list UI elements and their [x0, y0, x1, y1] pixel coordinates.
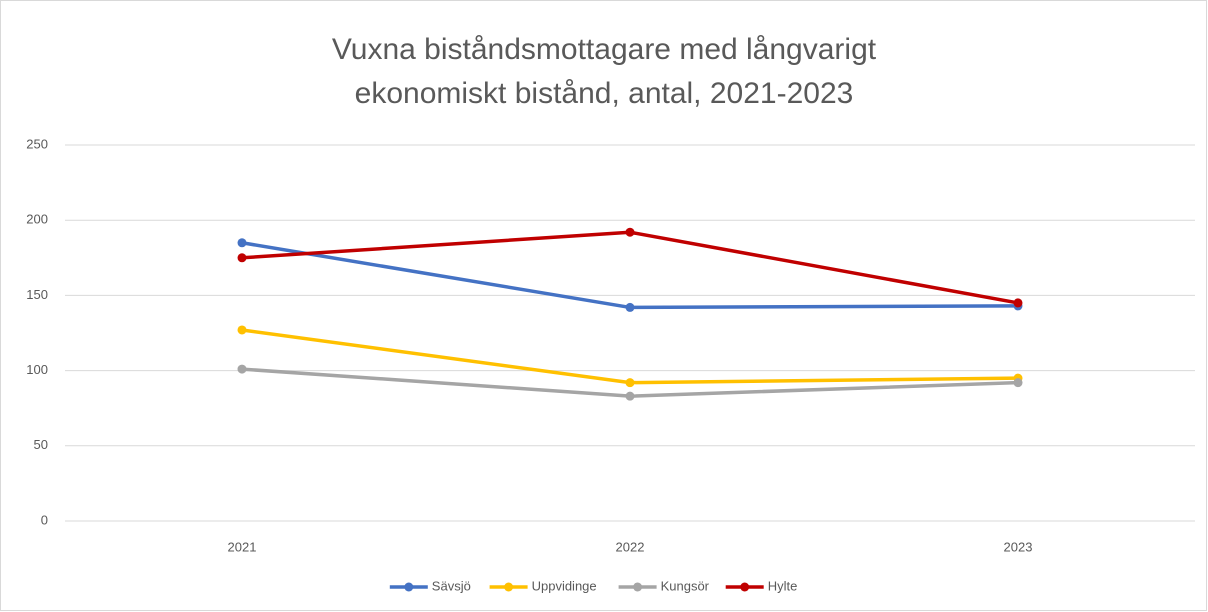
legend-marker [633, 582, 643, 592]
x-tick-label: 2023 [1004, 539, 1033, 554]
chart-title: Vuxna biståndsmottagare med långvarigt e… [331, 33, 877, 110]
y-tick-label: 50 [34, 437, 48, 452]
data-point [237, 364, 247, 374]
data-point [1013, 298, 1023, 308]
x-tick-label: 2021 [228, 539, 257, 554]
data-point [237, 238, 247, 248]
data-point [1013, 378, 1023, 388]
x-tick-label: 2022 [616, 539, 645, 554]
legend-label: Kungsör [661, 578, 710, 593]
legend-label: Sävsjö [432, 578, 471, 593]
y-tick-label: 100 [26, 362, 48, 377]
y-tick-label: 0 [41, 512, 48, 527]
data-point [625, 378, 635, 388]
legend-marker [404, 582, 414, 592]
series-line [241, 241, 1019, 310]
legend-label: Hylte [768, 578, 798, 593]
data-point [625, 391, 635, 401]
series-line [241, 230, 1019, 305]
y-tick-label: 200 [26, 212, 48, 227]
legend-marker [504, 582, 514, 592]
legend-label: Uppvidinge [532, 578, 597, 593]
legend-marker [740, 582, 750, 592]
y-tick-label: 250 [26, 136, 48, 151]
data-point [625, 227, 635, 237]
series-line [241, 328, 1019, 385]
data-point [625, 302, 635, 312]
y-tick-label: 150 [26, 287, 48, 302]
data-point [237, 253, 247, 263]
data-point [237, 325, 247, 335]
